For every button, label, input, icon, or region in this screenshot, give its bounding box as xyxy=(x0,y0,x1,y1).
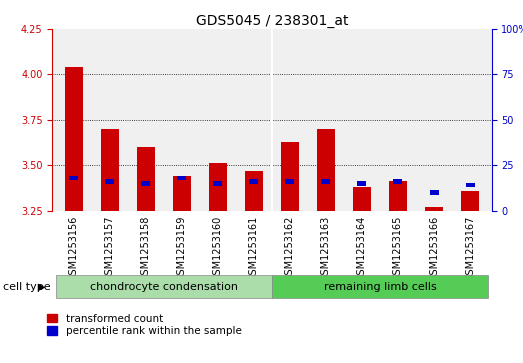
Bar xyxy=(65,67,83,211)
Bar xyxy=(213,181,222,185)
Text: chondrocyte condensation: chondrocyte condensation xyxy=(90,282,238,292)
Bar xyxy=(70,176,78,180)
Bar xyxy=(209,163,227,211)
Bar xyxy=(322,179,331,184)
Text: GSM1253165: GSM1253165 xyxy=(393,216,403,281)
Bar xyxy=(358,181,367,185)
Bar xyxy=(461,191,479,211)
Text: GSM1253161: GSM1253161 xyxy=(249,216,259,281)
Text: cell type: cell type xyxy=(3,282,50,292)
Bar xyxy=(429,190,438,195)
Legend: transformed count, percentile rank within the sample: transformed count, percentile rank withi… xyxy=(47,314,242,337)
Text: GSM1253159: GSM1253159 xyxy=(177,216,187,281)
Bar xyxy=(106,179,115,184)
Text: GSM1253166: GSM1253166 xyxy=(429,216,439,281)
FancyBboxPatch shape xyxy=(272,275,488,298)
Text: GSM1253164: GSM1253164 xyxy=(357,216,367,281)
Bar xyxy=(317,129,335,211)
Text: GSM1253162: GSM1253162 xyxy=(285,216,295,281)
Bar xyxy=(389,182,407,211)
Text: GSM1253157: GSM1253157 xyxy=(105,216,115,281)
Bar xyxy=(137,147,155,211)
Text: GSM1253160: GSM1253160 xyxy=(213,216,223,281)
Text: GSM1253167: GSM1253167 xyxy=(465,216,475,281)
Bar xyxy=(177,176,186,180)
Bar xyxy=(281,142,299,211)
Bar xyxy=(141,181,151,185)
Text: remaining limb cells: remaining limb cells xyxy=(324,282,436,292)
Text: GSM1253158: GSM1253158 xyxy=(141,216,151,281)
Text: GSM1253163: GSM1253163 xyxy=(321,216,331,281)
Text: GSM1253156: GSM1253156 xyxy=(69,216,79,281)
Text: ▶: ▶ xyxy=(38,282,46,292)
Bar xyxy=(249,179,258,184)
Bar xyxy=(425,207,443,211)
Bar xyxy=(393,179,403,184)
Title: GDS5045 / 238301_at: GDS5045 / 238301_at xyxy=(196,14,348,28)
Bar xyxy=(353,187,371,211)
Bar xyxy=(173,176,191,211)
Bar xyxy=(101,129,119,211)
Bar xyxy=(245,171,263,211)
FancyBboxPatch shape xyxy=(56,275,272,298)
Bar xyxy=(465,183,474,187)
Bar xyxy=(286,179,294,184)
